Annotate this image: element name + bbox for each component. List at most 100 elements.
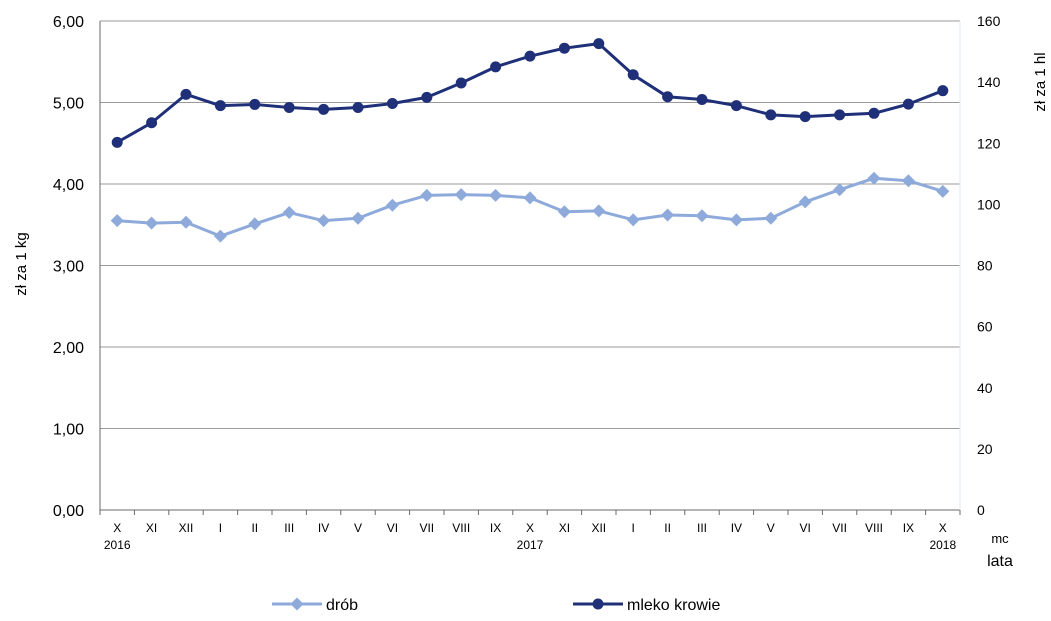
y-right-tick-label: 100 xyxy=(977,196,1001,212)
x-tick-label: III xyxy=(697,521,707,535)
data-point xyxy=(145,216,159,230)
y-right-tick-label: 40 xyxy=(977,380,993,396)
data-point xyxy=(902,98,914,110)
data-point xyxy=(213,229,227,243)
x-tick-label: V xyxy=(767,521,775,535)
y-left-tick-label: 5,00 xyxy=(53,96,84,113)
data-point xyxy=(868,107,880,119)
data-point xyxy=(179,215,193,229)
x-year-label: 2018 xyxy=(929,538,956,552)
x-tick-label: XII xyxy=(179,521,194,535)
x-tick-label: VII xyxy=(832,521,847,535)
x-tick-label: VI xyxy=(800,521,811,535)
tick-labels: 0,00 1,00 2,00 3,00 4,00 5,00 6,00 0 20 40 60 80 100… xyxy=(53,13,1001,552)
x-tick-label: II xyxy=(251,521,258,535)
axes xyxy=(99,21,961,515)
y-right-tick-label: 20 xyxy=(977,441,993,457)
x-tick-label: VIII xyxy=(452,521,470,535)
gridlines xyxy=(100,20,960,429)
data-point xyxy=(867,171,881,185)
data-point xyxy=(249,98,261,110)
data-point xyxy=(352,101,364,113)
data-point xyxy=(557,205,571,219)
x-tick-label: IX xyxy=(903,521,914,535)
data-point xyxy=(386,98,398,110)
x-tick-label: X xyxy=(526,521,534,535)
legend-label: mleko krowie xyxy=(627,597,720,614)
legend-marker xyxy=(592,598,604,610)
data-point xyxy=(798,195,812,209)
data-point xyxy=(937,85,949,97)
x-tick-label: X xyxy=(939,521,947,535)
x-tick-label: IV xyxy=(731,521,742,535)
y-left-tick-label: 2,00 xyxy=(53,340,84,357)
data-point xyxy=(282,206,296,220)
data-point xyxy=(901,174,915,188)
x-tick-label: XI xyxy=(146,521,157,535)
y-right-tick-label: 0 xyxy=(977,502,985,518)
data-point xyxy=(524,50,536,62)
data-point xyxy=(214,100,226,112)
data-point xyxy=(283,101,295,113)
data-point xyxy=(317,214,331,228)
data-point xyxy=(318,103,330,115)
data-point xyxy=(661,208,675,222)
series-line-drob xyxy=(117,176,944,238)
data-point xyxy=(696,94,708,106)
data-point xyxy=(695,209,709,223)
y-right-tick-label: 160 xyxy=(977,13,1001,29)
data-point xyxy=(455,77,467,89)
legend: drób mleko krowie xyxy=(272,597,720,614)
series xyxy=(110,38,950,243)
y-right-tick-label: 140 xyxy=(977,74,1001,90)
data-point xyxy=(248,217,262,231)
y-left-tick-label: 4,00 xyxy=(53,177,84,194)
data-point xyxy=(523,191,537,205)
data-point xyxy=(351,211,365,225)
data-point xyxy=(729,213,743,227)
x-tick-label: I xyxy=(219,521,222,535)
data-point xyxy=(180,88,192,100)
data-point xyxy=(592,204,606,218)
x-tick-label: IX xyxy=(490,521,501,535)
x-tick-label: VIII xyxy=(865,521,883,535)
y-axis-left-label: zł za 1 kg xyxy=(13,232,30,295)
data-point xyxy=(662,91,674,103)
data-point xyxy=(834,109,846,121)
x-tick-label: VI xyxy=(387,521,398,535)
data-point xyxy=(765,109,777,121)
x-tick-label: VII xyxy=(419,521,434,535)
data-point xyxy=(490,61,502,73)
data-point xyxy=(626,213,640,227)
x-tick-label: IV xyxy=(318,521,329,535)
x-year-label: 2016 xyxy=(104,538,131,552)
data-point xyxy=(489,188,503,202)
data-point xyxy=(421,91,433,103)
x-axis-label-year: lata xyxy=(987,553,1013,570)
y-left-tick-label: 1,00 xyxy=(53,422,84,439)
x-axis-label-month: mc xyxy=(991,531,1009,546)
y-left-tick-label: 6,00 xyxy=(53,14,84,31)
data-point xyxy=(385,198,399,212)
data-point xyxy=(146,117,158,129)
data-point xyxy=(111,136,123,148)
x-tick-label: X xyxy=(113,521,121,535)
x-tick-label: V xyxy=(354,521,362,535)
y-right-tick-label: 60 xyxy=(977,319,993,335)
data-point xyxy=(627,69,639,81)
data-point xyxy=(593,38,605,50)
legend-label: drób xyxy=(326,597,358,614)
data-point xyxy=(110,214,124,228)
x-tick-label: III xyxy=(284,521,294,535)
x-tick-label: XI xyxy=(559,521,570,535)
y-left-tick-label: 0,00 xyxy=(53,503,84,520)
x-tick-label: II xyxy=(664,521,671,535)
data-point xyxy=(730,100,742,112)
data-point xyxy=(936,184,950,198)
y-left-tick-label: 3,00 xyxy=(53,259,84,276)
data-point xyxy=(558,42,570,54)
x-tick-label: I xyxy=(632,521,635,535)
y-right-tick-label: 120 xyxy=(977,135,1001,151)
legend-marker xyxy=(290,597,304,611)
